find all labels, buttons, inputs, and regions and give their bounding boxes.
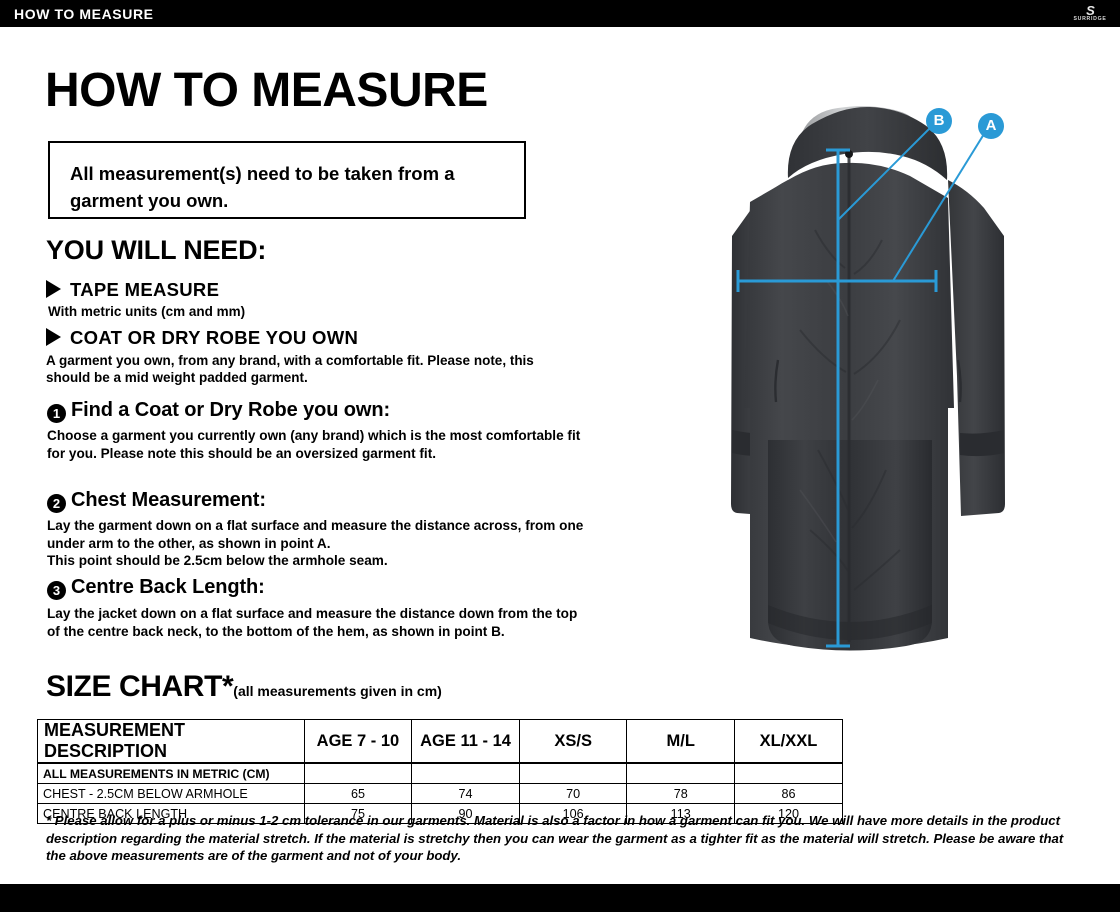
metric-note-cell: [303, 762, 413, 784]
step-1: 1 Find a Coat or Dry Robe you own:: [47, 399, 390, 423]
need-item-heading: COAT OR DRY ROBE YOU OWN: [70, 327, 359, 348]
step-heading: Chest Measurement:: [71, 489, 266, 511]
step-number-badge: 2: [47, 494, 66, 513]
need-item-heading: TAPE MEASURE: [70, 279, 220, 300]
table-row: CENTRE BACK LENGTH 75 90 106 113 120: [37, 803, 844, 824]
need-item-subtext: A garment you own, from any brand, with …: [46, 353, 534, 385]
row-label-centre-back-length: CENTRE BACK LENGTH: [37, 803, 305, 824]
column-header-xl-xxl: XL/XXL: [733, 719, 844, 764]
step-2: 2 Chest Measurement:: [47, 489, 266, 513]
size-chart-asterisk: *: [222, 670, 234, 703]
step-3: 3 Centre Back Length:: [47, 576, 265, 600]
table-header-row: MEASUREMENT DESCRIPTION AGE 7 - 10 AGE 1…: [37, 719, 844, 764]
step-heading: Find a Coat or Dry Robe you own:: [71, 399, 391, 421]
page-title: HOW TO MEASURE: [45, 64, 488, 117]
surridge-s-mark: S: [1086, 2, 1095, 18]
step-number-badge: 1: [47, 404, 66, 423]
surridge-logo: S SURRIDGE: [1068, 1, 1112, 26]
size-chart-title-text: SIZE CHART: [46, 670, 223, 703]
measurement-lines: [736, 125, 985, 648]
metric-note-cell: [411, 762, 520, 784]
top-bar-divider: [0, 27, 1120, 29]
top-bar-title: HOW TO MEASURE: [14, 6, 154, 22]
triangle-bullet-icon: [46, 328, 61, 346]
right-pocket: [956, 359, 962, 403]
cell-cbl-age-7-10: 75: [303, 803, 413, 824]
size-chart-heading: SIZE CHART*(all measurements given in cm…: [46, 670, 442, 704]
right-sleeve: [948, 180, 1005, 516]
cell-cbl-m-l: 113: [626, 803, 735, 824]
metric-note-cell: [518, 762, 628, 784]
need-item-tape-measure: TAPE MEASURE: [46, 279, 219, 301]
size-chart-table: MEASUREMENT DESCRIPTION AGE 7 - 10 AGE 1…: [37, 719, 844, 824]
row-label-chest: CHEST - 2.5CM BELOW ARMHOLE: [37, 783, 305, 804]
garment-illustration: [650, 30, 1050, 690]
cell-chest-age-7-10: 65: [303, 783, 413, 804]
size-chart-subtitle: (all measurements given in cm): [233, 683, 442, 699]
column-header-xs-s: XS/S: [518, 719, 628, 764]
surridge-wordmark: SURRIDGE: [1073, 15, 1107, 22]
step-2-body: Lay the garment down on a flat surface a…: [47, 518, 584, 568]
content-column: HOW TO MEASURE All measurement(s) need t…: [0, 27, 640, 807]
zip-pull: [845, 150, 853, 158]
cell-chest-xs-s: 70: [518, 783, 628, 804]
cell-cbl-xs-s: 106: [518, 803, 628, 824]
dry-robe-svg: [731, 106, 1005, 651]
need-item-coat: COAT OR DRY ROBE YOU OWN: [46, 327, 358, 349]
metric-note-label: ALL MEASUREMENTS IN METRIC (CM): [37, 762, 305, 784]
table-row: CHEST - 2.5CM BELOW ARMHOLE 65 74 70 78 …: [37, 783, 844, 804]
marker-b: B: [926, 108, 952, 134]
step-heading: Centre Back Length:: [71, 576, 265, 598]
metric-note-cell: [626, 762, 735, 784]
notice-box: All measurement(s) need to be taken from…: [48, 141, 526, 219]
leader-line-b: [837, 125, 933, 221]
you-will-need-heading: YOU WILL NEED:: [46, 235, 267, 265]
cell-chest-age-11-14: 74: [411, 783, 520, 804]
column-header-m-l: M/L: [626, 719, 735, 764]
fabric-creases: [799, 229, 901, 591]
tolerance-footnote: * Please allow for a plus or minus 1-2 c…: [46, 813, 1064, 863]
column-header-age-11-14: AGE 11 - 14: [411, 719, 520, 764]
metric-note-cell: [733, 762, 844, 784]
column-header-age-7-10: AGE 7 - 10: [303, 719, 413, 764]
leader-line-a: [892, 133, 985, 282]
bottom-bar: [0, 884, 1120, 912]
need-item-subtext: With metric units (cm and mm): [48, 304, 246, 319]
column-header-description: MEASUREMENT DESCRIPTION: [37, 719, 305, 764]
left-pocket: [774, 359, 780, 403]
cell-chest-xl-xxl: 86: [733, 783, 844, 804]
marker-a: A: [978, 113, 1004, 139]
cell-cbl-xl-xxl: 120: [733, 803, 844, 824]
cell-cbl-age-11-14: 90: [411, 803, 520, 824]
top-bar: HOW TO MEASURE S SURRIDGE: [0, 0, 1120, 27]
notice-text: All measurement(s) need to be taken from…: [70, 163, 455, 211]
cell-chest-m-l: 78: [626, 783, 735, 804]
step-3-body: Lay the jacket down on a flat surface an…: [47, 606, 578, 639]
step-number-badge: 3: [47, 581, 66, 600]
hood-shell: [787, 106, 948, 180]
table-row-metric-note: ALL MEASUREMENTS IN METRIC (CM): [37, 762, 844, 784]
right-cuff: [960, 430, 1004, 457]
step-1-body: Choose a garment you currently own (any …: [47, 428, 581, 461]
triangle-bullet-icon: [46, 280, 61, 298]
